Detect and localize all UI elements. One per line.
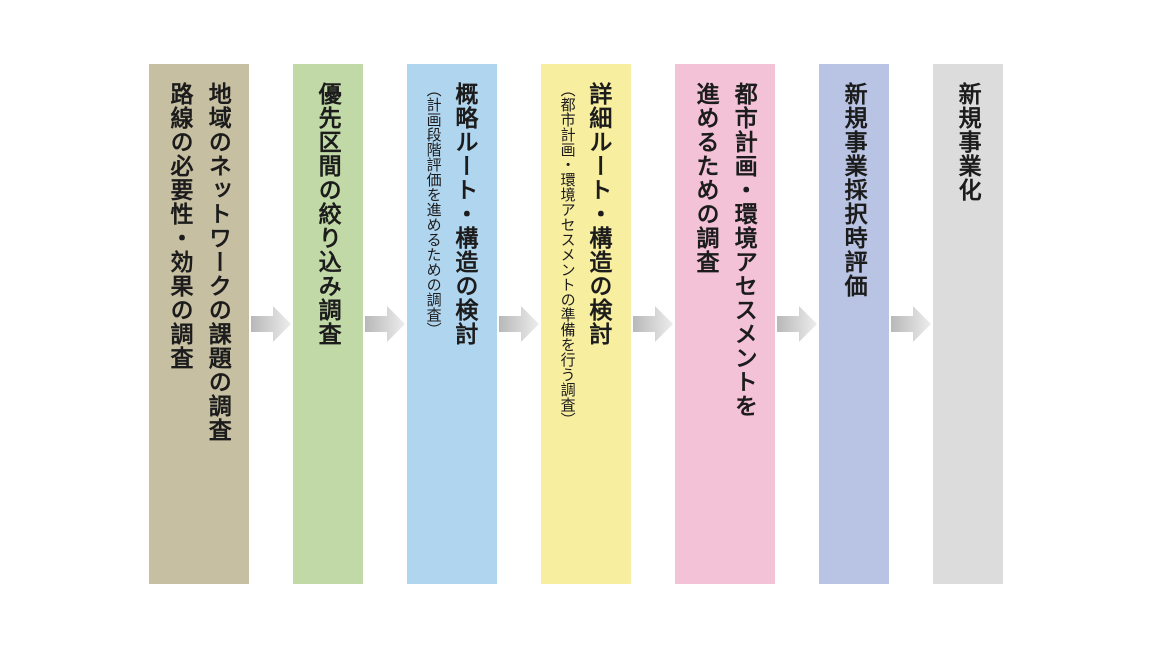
flow-arrow: [249, 64, 293, 584]
flow-step-3: （計画段階評価を進めるための調査） 概略ルート・構造の検討: [407, 64, 497, 584]
step-7-line-1: 新規事業化: [952, 82, 984, 202]
flow-arrow: [775, 64, 819, 584]
flow-arrow: [631, 64, 675, 584]
step-1-line-1: 路線の必要性・効果の調査: [164, 82, 196, 370]
step-5-line-2: 都市計画・環境アセスメントを: [728, 82, 760, 418]
flow-arrow: [363, 64, 407, 584]
flow-step-2: 優先区間の絞り込み調査: [293, 64, 363, 584]
flow-step-4: （都市計画・環境アセスメントの準備を行う調査） 詳細ルート・構造の検討: [541, 64, 631, 584]
step-4-line-1: （都市計画・環境アセスメントの準備を行う調査）: [557, 82, 577, 427]
step-1-line-2: 地域のネットワークの課題の調査: [202, 82, 234, 442]
step-6-line-1: 新規事業採択時評価: [838, 82, 870, 298]
step-3-line-2: 概略ルート・構造の検討: [449, 82, 481, 346]
step-2-line-1: 優先区間の絞り込み調査: [312, 82, 344, 346]
flow-step-5: 進めるための調査都市計画・環境アセスメントを: [675, 64, 775, 584]
flow-step-1: 路線の必要性・効果の調査地域のネットワークの課題の調査: [149, 64, 249, 584]
step-3-line-1: （計画段階評価を進めるための調査）: [423, 82, 443, 337]
flow-step-6: 新規事業採択時評価: [819, 64, 889, 584]
flow-diagram: 路線の必要性・効果の調査地域のネットワークの課題の調査 優先区間の絞り込み調査 （計…: [149, 64, 1003, 584]
flow-arrow: [497, 64, 541, 584]
flow-step-7: 新規事業化: [933, 64, 1003, 584]
step-4-line-2: 詳細ルート・構造の検討: [583, 82, 615, 346]
flow-arrow: [889, 64, 933, 584]
step-5-line-1: 進めるための調査: [690, 82, 722, 274]
